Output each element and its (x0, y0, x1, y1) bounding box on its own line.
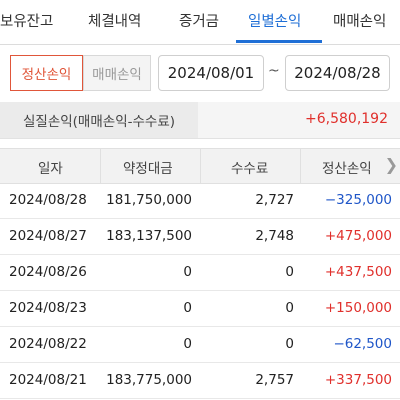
cell-date: 2024/08/26 (9, 264, 87, 280)
summary-bar: 실질손익(매매손익-수수료) +6,580,192 (0, 102, 400, 139)
table-row[interactable]: 2024/08/28 181,750,000 2,727 −325,000 (0, 183, 400, 219)
table-row[interactable]: 2024/08/23 0 0 +150,000 (0, 291, 400, 327)
cell-date: 2024/08/28 (9, 192, 87, 208)
table-row[interactable]: 2024/08/21 183,775,000 2,757 +337,500 (0, 363, 400, 399)
cell-settle-pl: −325,000 (324, 192, 392, 208)
chevron-right-icon[interactable]: ❯ (384, 155, 398, 174)
tab-margin[interactable]: 증거금 (179, 14, 220, 30)
cell-date: 2024/08/21 (9, 372, 87, 388)
cell-amount: 183,137,500 (106, 228, 192, 244)
date-separator: ~ (268, 63, 280, 79)
header-fee: 수수료 (231, 161, 269, 177)
tab-trade-pl[interactable]: 매매손익 (333, 14, 387, 30)
summary-value: +6,580,192 (305, 111, 388, 127)
header-divider (100, 149, 101, 183)
date-from-field[interactable]: 2024/08/01 (158, 55, 264, 91)
summary-label: 실질손익(매매손익-수수료) (0, 102, 198, 138)
table-header: 일자 약정대금 수수료 정산손익 ❯ (0, 148, 400, 184)
cell-fee: 2,727 (255, 192, 294, 208)
cell-settle-pl: +337,500 (324, 372, 392, 388)
cell-settle-pl: +437,500 (324, 264, 392, 280)
cell-amount: 0 (183, 336, 192, 352)
tab-holdings[interactable]: 보유잔고 (0, 14, 54, 30)
cell-settle-pl: +150,000 (324, 300, 392, 316)
table-row[interactable]: 2024/08/26 0 0 +437,500 (0, 255, 400, 291)
cell-amount: 183,775,000 (106, 372, 192, 388)
cell-fee: 2,748 (255, 228, 294, 244)
filter-row: 정산손익 매매손익 2024/08/01 ~ 2024/08/28 (0, 55, 400, 95)
header-divider (200, 149, 201, 183)
table-row[interactable]: 2024/08/22 0 0 −62,500 (0, 327, 400, 363)
tab-executions[interactable]: 체결내역 (88, 14, 142, 30)
cell-date: 2024/08/27 (9, 228, 87, 244)
segment-settle-pl[interactable]: 정산손익 (10, 55, 83, 91)
cell-date: 2024/08/22 (9, 336, 87, 352)
cell-settle-pl: −62,500 (333, 336, 392, 352)
cell-date: 2024/08/23 (9, 300, 87, 316)
active-tab-indicator (236, 40, 322, 43)
header-settle-pl: 정산손익 (322, 161, 372, 177)
tab-daily-pl[interactable]: 일별손익 (248, 14, 302, 30)
cell-amount: 0 (183, 264, 192, 280)
segment-trade-pl[interactable]: 매매손익 (83, 55, 151, 91)
header-divider (300, 149, 301, 183)
date-to-field[interactable]: 2024/08/28 (285, 55, 390, 91)
cell-fee: 0 (285, 336, 294, 352)
table-row[interactable]: 2024/08/27 183,137,500 2,748 +475,000 (0, 219, 400, 255)
cell-amount: 0 (183, 300, 192, 316)
cell-fee: 0 (285, 264, 294, 280)
cell-fee: 0 (285, 300, 294, 316)
cell-amount: 181,750,000 (106, 192, 192, 208)
cell-fee: 2,757 (255, 372, 294, 388)
header-date: 일자 (38, 161, 63, 177)
tab-bar: 보유잔고 체결내역 증거금 일별손익 매매손익 (0, 0, 400, 45)
header-amount: 약정대금 (123, 161, 173, 177)
cell-settle-pl: +475,000 (324, 228, 392, 244)
